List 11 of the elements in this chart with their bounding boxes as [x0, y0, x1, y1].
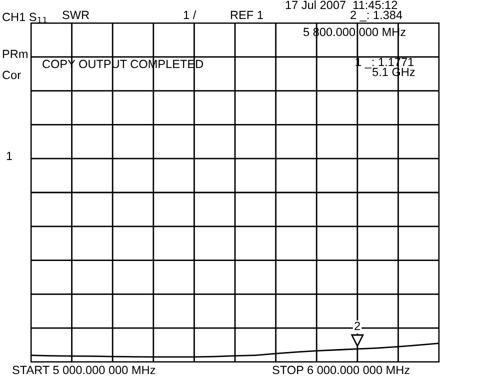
text: START 5 000.000 000 MHz — [12, 366, 156, 374]
text: 2 — [354, 322, 360, 330]
text: PRm — [2, 50, 28, 58]
text: REF 1 — [230, 10, 263, 20]
text: 1 — [6, 152, 12, 160]
text: 2 _: 1.384 — [350, 10, 402, 22]
text: Cor — [2, 70, 21, 80]
text: 17 Jul 2007 11:45:12 — [286, 0, 398, 10]
text: SWR — [62, 10, 89, 20]
text: STOP 6 000.000 000 MHz — [272, 366, 410, 374]
text: 1 / — [184, 10, 196, 20]
